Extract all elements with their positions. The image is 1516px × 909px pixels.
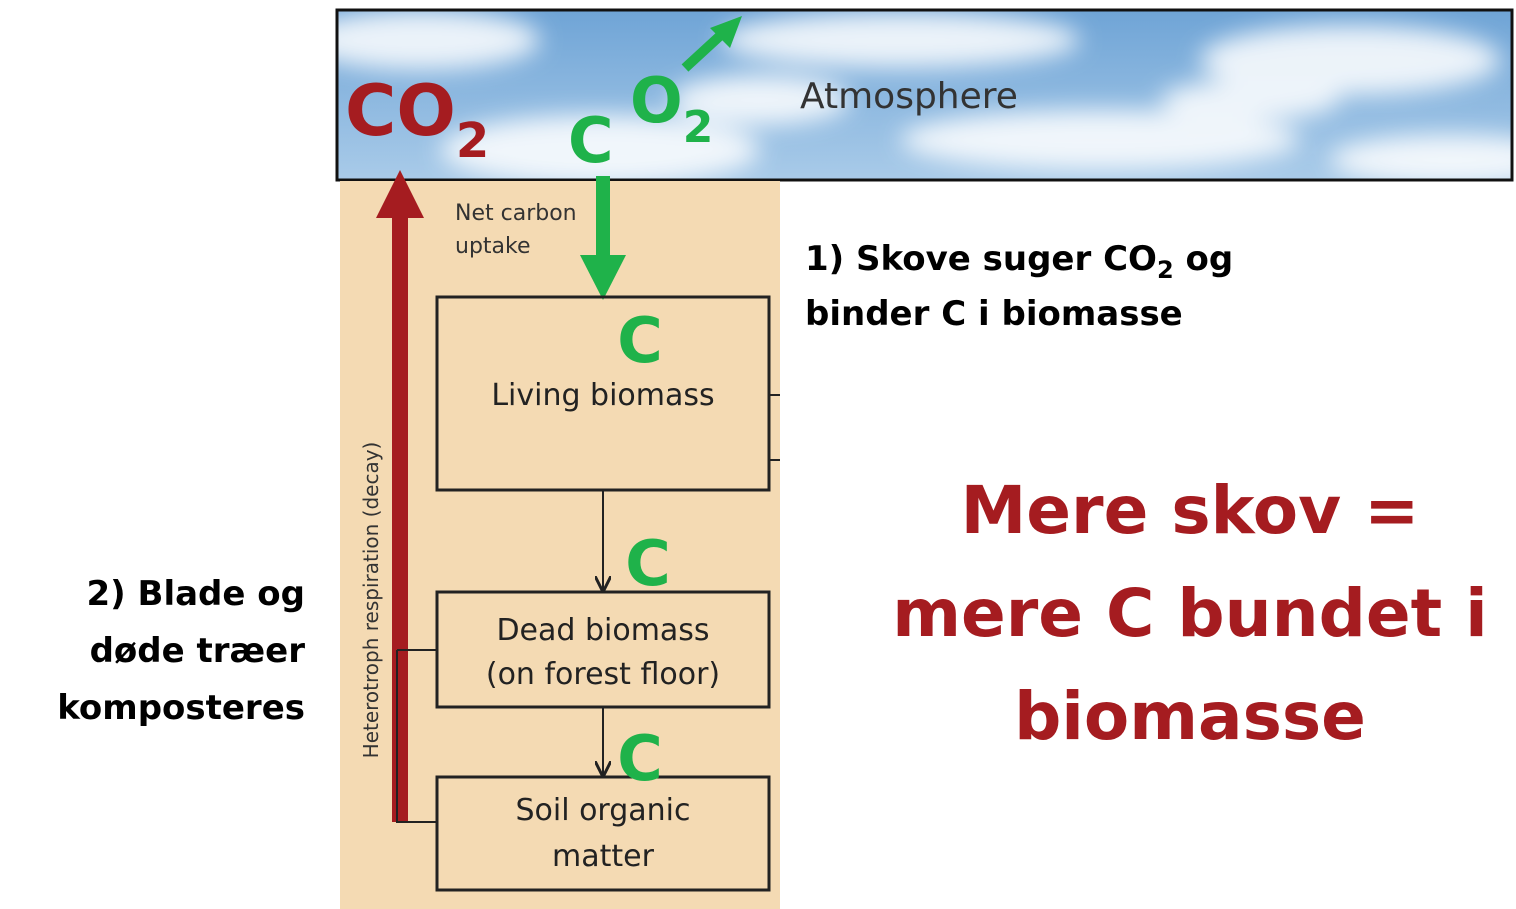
note-1: 1) Skove suger CO2 og binder C i biomasse: [805, 239, 1233, 334]
atmosphere-label: Atmosphere: [800, 76, 1018, 117]
o2-arrow: [681, 16, 742, 72]
note-2: 2) Blade og døde træer komposteres: [57, 574, 305, 728]
headline: Mere skov = mere C bundet i biomasse: [892, 472, 1488, 755]
atmosphere-panel: [335, 8, 1514, 182]
c-label: C: [568, 104, 614, 177]
o2-label: O2: [630, 64, 713, 153]
forest-panel: [340, 181, 780, 909]
box-label: Dead biomass (on forest floor): [486, 613, 720, 692]
connectors: [396, 394, 780, 823]
uptake-arrow: [580, 176, 626, 300]
respiration-label: Heterotroph respiration (decay): [359, 442, 383, 759]
carbon-label: C: [617, 304, 663, 377]
respiration-arrow: [376, 170, 424, 822]
net-uptake-label: Net carbon uptake: [455, 201, 577, 259]
co2-label: CO2: [345, 70, 489, 169]
soil-box: [435, 775, 771, 892]
carbon-label: C: [625, 527, 671, 600]
box-label: Living biomass: [491, 378, 714, 413]
carbon-label: C: [617, 722, 663, 795]
box-label: Soil organic matter: [515, 793, 690, 874]
